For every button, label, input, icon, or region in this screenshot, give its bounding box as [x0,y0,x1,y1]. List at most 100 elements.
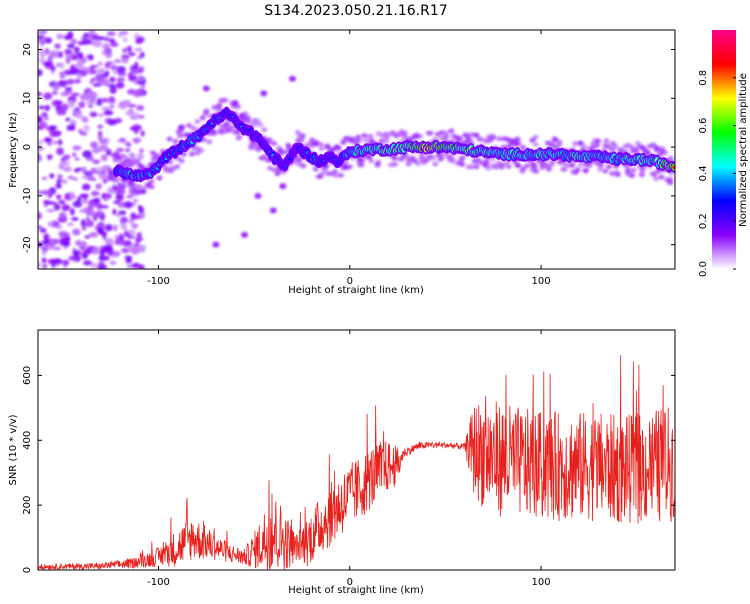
heatmap-noise-blob [98,173,108,180]
bottom-x-tick-label: 100 [532,577,551,588]
heatmap-noise-blob [56,147,65,156]
heatmap-noise-blob [76,60,84,68]
heatmap-stray-blob [212,241,220,248]
heatmap-noise-blob [80,209,87,213]
heatmap-halo-blob [609,147,616,153]
heatmap-noise-blob [72,228,81,236]
heatmap-noise-blob [44,104,51,112]
heatmap-noise-blob [98,61,103,66]
heatmap-halo-blob [178,158,185,164]
heatmap-halo-blob [496,136,503,142]
heatmap-noise-blob [136,80,146,85]
heatmap-noise-blob [108,96,115,103]
heatmap-noise-blob [90,190,100,197]
heatmap-noise-blob [39,228,47,233]
heatmap-noise-blob [102,43,111,50]
heatmap-halo-blob [340,139,347,145]
heatmap-noise-blob [107,119,117,126]
heatmap-halo-blob [577,162,584,168]
heatmap-noise-blob [70,64,75,71]
heatmap-halo-blob [163,167,170,173]
heatmap-noise-blob [38,121,48,129]
heatmap-noise-blob [102,111,111,116]
heatmap-noise-blob [124,148,131,152]
heatmap-halo-blob [556,139,563,145]
heatmap-noise-blob [56,110,67,116]
heatmap-halo-blob [532,134,539,140]
heatmap-halo-blob [318,146,325,152]
heatmap-halo-blob [563,162,570,168]
heatmap-halo-blob [417,133,424,139]
heatmap-noise-blob [43,116,49,121]
heatmap-halo-blob [614,172,621,178]
heatmap-noise-blob [118,138,127,142]
heatmap-noise-blob [90,77,96,82]
heatmap-noise-blob [98,144,109,152]
heatmap-noise-blob [46,208,56,213]
heatmap-halo-blob [562,166,569,172]
heatmap-halo-blob [498,164,505,170]
spectrogram-frame [37,29,676,270]
heatmap-noise-blob [87,201,95,210]
heatmap-noise-blob [48,125,58,130]
heatmap-halo-blob [468,164,475,170]
heatmap-noise-blob [41,112,48,118]
heatmap-noise-blob [38,105,46,110]
heatmap-noise-blob [60,160,71,166]
heatmap-noise-blob [101,78,110,87]
heatmap-noise-blob [43,92,53,100]
heatmap-noise-blob [114,235,120,239]
heatmap-halo-blob [548,161,555,167]
heatmap-noise-blob [114,59,122,63]
heatmap-halo-blob [300,163,307,169]
heatmap-halo-blob [271,141,278,147]
heatmap-halo-blob [174,164,181,170]
bottom-x-axis-label: Height of straight line (km) [288,585,424,596]
heatmap-halo-blob [489,133,496,139]
heatmap-noise-blob [133,89,144,96]
heatmap-halo-blob [295,161,302,167]
heatmap-noise-blob [75,114,84,119]
heatmap-halo-blob [308,140,315,146]
heatmap-halo-blob [533,168,540,174]
heatmap-noise-blob [92,248,101,255]
heatmap-noise-blob [105,151,112,156]
heatmap-halo-blob [203,108,210,114]
heatmap-halo-blob [257,122,264,128]
heatmap-noise-blob [90,141,98,149]
heatmap-noise-blob [132,201,137,207]
heatmap-noise-blob [103,244,113,251]
heatmap-noise-blob [61,204,71,212]
heatmap-halo-blob [410,157,417,163]
heatmap-halo-blob [450,157,457,163]
heatmap-noise-blob [81,175,89,180]
heatmap-halo-blob [199,115,206,121]
heatmap-noise-blob [96,227,104,235]
heatmap-noise-blob [110,104,115,109]
heatmap-noise-blob [80,131,88,136]
heatmap-halo-blob [166,136,173,142]
heatmap-halo-blob [530,162,537,168]
heatmap-noise-blob [86,90,96,99]
heatmap-halo-blob [225,124,232,130]
heatmap-noise-blob [103,36,110,42]
heatmap-ridge-layer [112,106,675,183]
heatmap-noise-blob [49,65,56,71]
heatmap-noise-blob [41,176,48,181]
heatmap-halo-blob [211,130,218,136]
heatmap-halo-blob [383,132,390,138]
heatmap-halo-blob [332,168,339,174]
heatmap-halo-blob [335,145,342,151]
heatmap-halo-blob [361,133,368,139]
heatmap-noise-blob [128,52,136,57]
heatmap-halo-blob [172,138,179,144]
heatmap-noise-blob [73,168,80,173]
heatmap-halo-blob [443,130,450,136]
colorbar-ticks: 0.0 0.2 0.4 0.6 0.8 [698,70,736,277]
heatmap-noise-blob [64,87,73,91]
heatmap-halo-blob [393,133,400,139]
heatmap-halo-blob [220,126,227,132]
heatmap-noise-blob [67,31,74,39]
bottom-y-axis-label: SNR (10 * v/v) [8,414,19,485]
heatmap-noise-blob [39,30,45,37]
